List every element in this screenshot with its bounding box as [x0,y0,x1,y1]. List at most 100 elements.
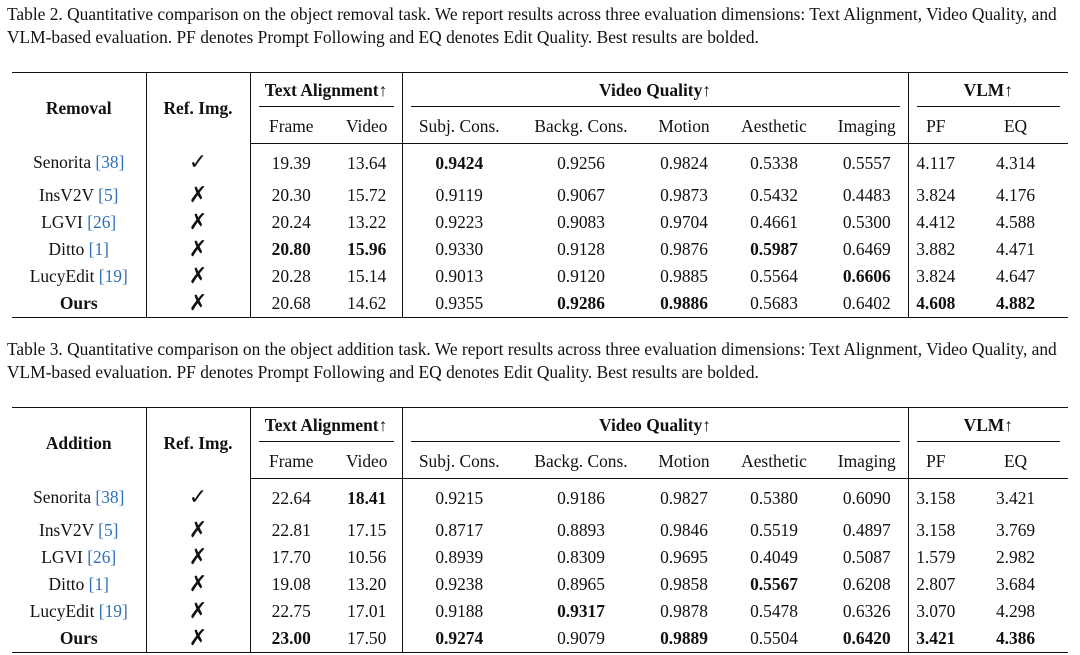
metric-value: 0.9256 [557,152,605,173]
method-name-cell: InsV2V [5] [12,517,147,544]
backg-cons-cell: 0.9067 [516,182,646,209]
ref-img-cell: ✗ [146,543,251,571]
frame-cell: 19.39 [250,144,332,183]
task-header: Removal [12,72,147,144]
video-cell: 15.14 [332,263,403,290]
metric-value: 0.9079 [557,628,605,648]
citation-link[interactable]: [1] [88,574,109,594]
video-cell: 17.01 [332,598,403,625]
eq-cell: 3.769 [963,517,1068,544]
citation-link[interactable]: [5] [98,185,119,205]
video-cell: 14.62 [332,290,403,318]
citation-link[interactable]: [38] [95,487,125,508]
motion-cell: 0.9885 [646,263,722,290]
method-name-cell: Ditto [1] [12,571,147,598]
motion-cell: 0.9876 [646,236,722,263]
ref-img-cell: ✗ [146,625,251,653]
table-row: Ditto [1] ✗ 19.08 13.20 0.9238 0.8965 0.9858 0.… [12,571,1068,598]
metric-value: 0.9824 [660,152,708,173]
metric-value: 4.882 [995,293,1036,313]
citation-link[interactable]: [26] [87,212,117,232]
video-cell: 15.96 [332,236,403,263]
metric-value: 0.8717 [435,520,484,540]
metric-value: 0.9013 [435,266,484,286]
metric-value: 3.158 [916,487,956,508]
eq-cell: 3.684 [963,571,1068,598]
aesthetic-cell: 0.5519 [722,517,826,544]
subheader-motion: Motion [646,442,722,479]
pf-cell: 3.882 [908,236,963,263]
metric-value: 0.9223 [435,212,484,232]
subheader-eq: EQ [963,107,1069,144]
citation-link[interactable]: [5] [98,520,119,540]
method-name-cell: LGVI [26] [12,544,147,571]
metric-value: 0.9186 [557,487,605,508]
ref-img-header: Ref. Img. [146,407,251,479]
subheader-frame: Frame [250,442,332,479]
metric-value: 17.50 [347,628,387,648]
method-name-cell: LucyEdit [19] [12,598,147,625]
aesthetic-cell: 0.5564 [722,263,826,290]
metric-value: 0.9330 [435,239,484,259]
citation-link[interactable]: [26] [87,547,117,567]
frame-cell: 20.28 [250,263,332,290]
subj-cons-cell: 0.9188 [402,598,516,625]
cross-mark-icon: ✗ [188,181,208,207]
backg-cons-cell: 0.9256 [516,144,646,183]
metric-value: 0.9876 [660,239,708,259]
backg-cons-cell: 0.8893 [516,517,646,544]
vlm-header: VLM↑ [908,72,1069,107]
citation-link[interactable]: [1] [88,239,109,259]
pf-cell: 3.158 [908,517,963,544]
subheader-subj-cons: Subj. Cons. [402,442,516,479]
check-mark-icon: ✓ [188,483,208,509]
addition-results-table: Addition Ref. Img. Text Alignment↑ Video… [12,407,1069,653]
metric-value: 0.5557 [842,152,891,173]
aesthetic-cell: 0.5504 [722,625,826,653]
metric-value: 20.28 [271,266,311,286]
subheader-video: Video [332,107,403,144]
metric-value: 0.9188 [435,601,484,621]
metric-value: 0.9858 [660,574,708,594]
motion-cell: 0.9704 [646,209,722,236]
eq-cell: 4.298 [963,598,1068,625]
citation-link[interactable]: [19] [98,266,128,286]
metric-value: 4.117 [916,152,956,173]
table-row: InsV2V [5] ✗ 22.81 17.15 0.8717 0.8893 0.9846 0… [12,517,1068,544]
citation-link[interactable]: [38] [95,152,125,173]
table-row: Senorita [38] ✓ 19.39 13.64 0.9424 0.9256 0.98… [12,143,1068,183]
eq-cell: 4.471 [963,236,1068,263]
method-name: InsV2V [39,520,94,540]
backg-cons-cell: 0.9286 [516,290,646,318]
metric-value: 3.070 [916,601,956,621]
metric-value: 3.684 [995,574,1036,594]
imaging-cell: 0.6326 [826,598,909,625]
video-cell: 15.72 [332,182,403,209]
table-row: Ditto [1] ✗ 20.80 15.96 0.9330 0.9128 0.9876 0.… [12,236,1068,263]
method-name-cell: InsV2V [5] [12,182,147,209]
citation-link[interactable]: [19] [98,601,128,621]
table-row: LGVI [26] ✗ 17.70 10.56 0.8939 0.8309 0.9695 0.… [12,544,1068,571]
ref-img-cell: ✗ [146,209,251,236]
subheader-pf: PF [908,442,964,479]
method-name-cell: Ours [12,290,147,318]
metric-value: 2.982 [995,547,1036,567]
backg-cons-cell: 0.9120 [516,263,646,290]
metric-value: 0.6469 [842,239,891,259]
pf-cell: 3.421 [908,625,964,653]
subheader-aesthetic: Aesthetic [722,107,826,144]
pf-cell: 3.824 [908,263,963,290]
ref-img-cell: ✓ [146,143,251,182]
metric-value: 0.9704 [660,212,708,232]
backg-cons-cell: 0.8965 [516,571,646,598]
metric-value: 0.9873 [660,185,708,205]
motion-cell: 0.9858 [646,571,722,598]
cross-mark-icon: ✗ [188,235,208,261]
metric-value: 0.5519 [750,520,798,540]
subheader-eq: EQ [963,442,1069,479]
cross-mark-icon: ✗ [188,543,208,569]
metric-value: 0.5432 [750,185,798,205]
pf-cell: 4.608 [908,290,964,318]
video-cell: 18.41 [332,478,403,517]
metric-value: 0.6208 [842,574,891,594]
